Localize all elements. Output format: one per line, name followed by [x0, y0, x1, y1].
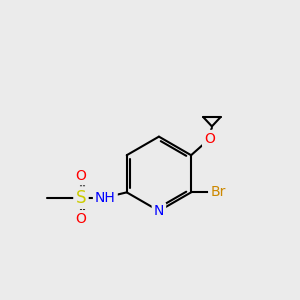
Text: N: N [154, 204, 164, 218]
Text: O: O [204, 132, 215, 146]
Text: O: O [76, 169, 86, 183]
Text: Br: Br [210, 185, 226, 200]
Text: NH: NH [95, 191, 116, 205]
Text: O: O [76, 212, 86, 226]
Text: S: S [76, 189, 86, 207]
